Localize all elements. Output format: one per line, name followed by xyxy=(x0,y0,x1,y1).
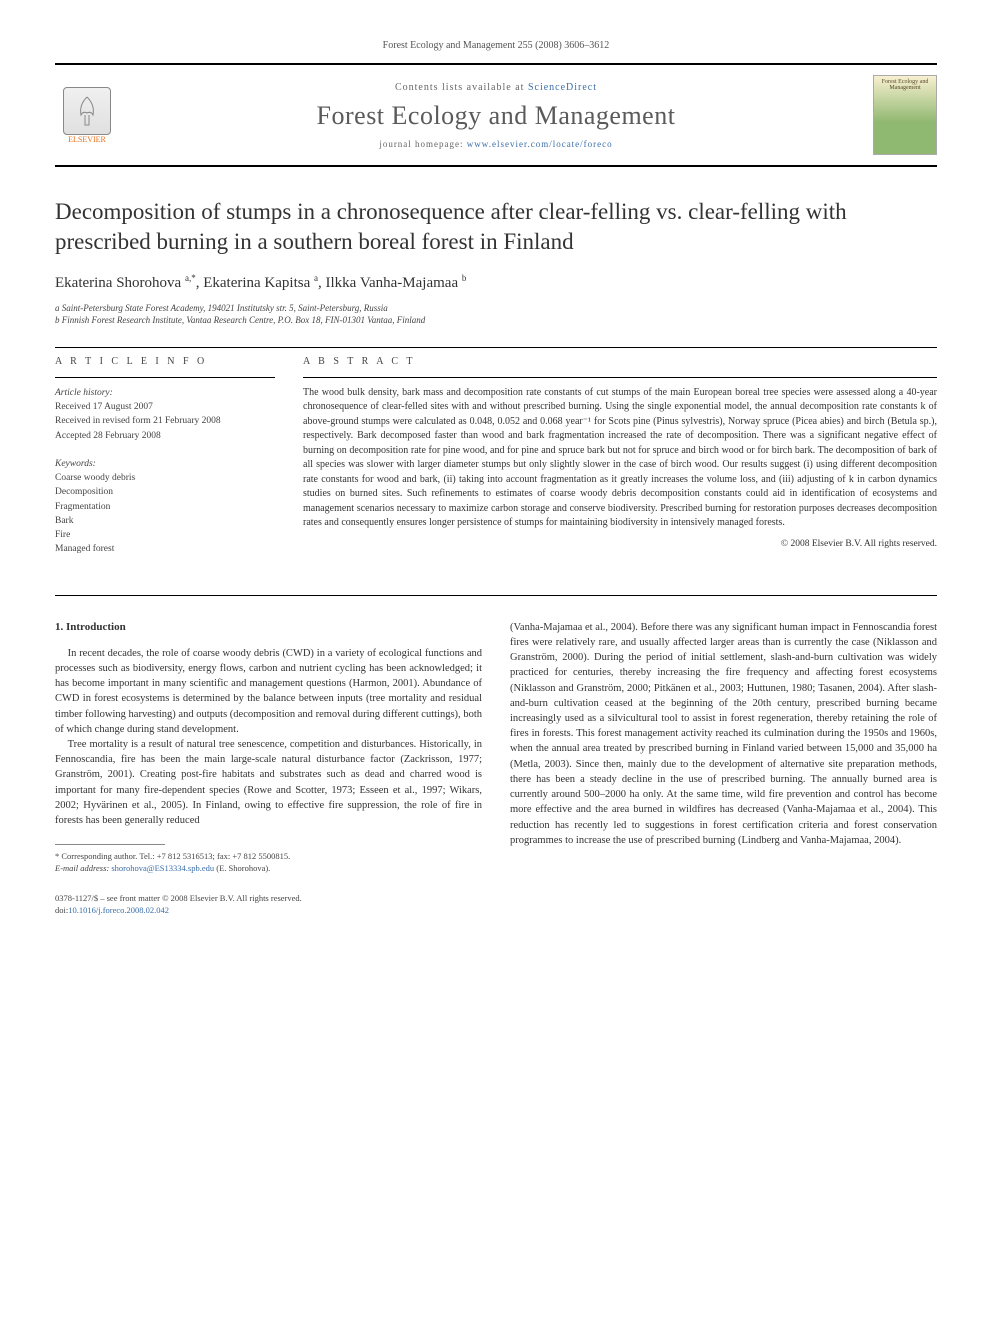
body-top-rule xyxy=(55,595,937,596)
elsevier-label: ELSEVIER xyxy=(68,135,106,144)
history-accepted: Accepted 28 February 2008 xyxy=(55,431,161,441)
info-top-rule xyxy=(55,347,937,348)
email-label: E-mail address: xyxy=(55,863,111,873)
info-abstract-row: A R T I C L E I N F O Article history: R… xyxy=(55,356,937,571)
keywords-label: Keywords: xyxy=(55,459,96,469)
contents-prefix: Contents lists available at xyxy=(395,82,528,93)
doi-link[interactable]: 10.1016/j.foreco.2008.02.042 xyxy=(68,905,169,915)
journal-name: Forest Ecology and Management xyxy=(119,101,873,131)
section-1-heading: 1. Introduction xyxy=(55,620,482,636)
keyword-0: Coarse woody debris xyxy=(55,473,135,483)
journal-banner: ELSEVIER Contents lists available at Sci… xyxy=(55,63,937,167)
article-info-heading: A R T I C L E I N F O xyxy=(55,356,275,367)
elsevier-logo: ELSEVIER xyxy=(55,79,119,151)
history-received: Received 17 August 2007 xyxy=(55,402,153,412)
history-label: Article history: xyxy=(55,388,113,398)
banner-center: Contents lists available at ScienceDirec… xyxy=(119,82,873,149)
intro-para-3: (Vanha-Majamaa et al., 2004). Before the… xyxy=(510,620,937,848)
intro-para-2: Tree mortality is a result of natural tr… xyxy=(55,737,482,828)
keyword-3: Bark xyxy=(55,516,73,526)
email-suffix: (E. Shorohova). xyxy=(214,863,270,873)
keywords-block: Keywords: Coarse woody debris Decomposit… xyxy=(55,457,275,557)
affiliation-b: b Finnish Forest Research Institute, Van… xyxy=(55,314,937,327)
doi-label: doi: xyxy=(55,905,68,915)
contents-line: Contents lists available at ScienceDirec… xyxy=(119,82,873,93)
running-head: Forest Ecology and Management 255 (2008)… xyxy=(55,40,937,51)
footnote-separator xyxy=(55,844,165,845)
authors: Ekaterina Shorohova a,*, Ekaterina Kapit… xyxy=(55,273,937,292)
abstract-heading: A B S T R A C T xyxy=(303,356,937,367)
article-title: Decomposition of stumps in a chronoseque… xyxy=(55,197,937,257)
history-revised: Received in revised form 21 February 200… xyxy=(55,416,221,426)
keyword-4: Fire xyxy=(55,530,70,540)
keyword-1: Decomposition xyxy=(55,487,113,497)
homepage-url[interactable]: www.elsevier.com/locate/foreco xyxy=(467,139,613,149)
intro-para-1: In recent decades, the role of coarse wo… xyxy=(55,646,482,737)
abstract-col: A B S T R A C T The wood bulk density, b… xyxy=(303,356,937,571)
affiliations: a Saint-Petersburg State Forest Academy,… xyxy=(55,302,937,327)
article-history: Article history: Received 17 August 2007… xyxy=(55,386,275,443)
abstract-rule xyxy=(303,377,937,378)
homepage-prefix: journal homepage: xyxy=(379,139,466,149)
journal-cover-thumb: Forest Ecology and Management xyxy=(873,75,937,155)
elsevier-tree-icon xyxy=(63,87,111,135)
footer-meta: 0378-1127/$ – see front matter © 2008 El… xyxy=(55,893,482,917)
abstract-copyright: © 2008 Elsevier B.V. All rights reserved… xyxy=(303,539,937,549)
article-info-col: A R T I C L E I N F O Article history: R… xyxy=(55,356,275,571)
corresponding-footnote: * Corresponding author. Tel.: +7 812 531… xyxy=(55,851,482,875)
corresponding-text: * Corresponding author. Tel.: +7 812 531… xyxy=(55,851,290,861)
corresponding-email[interactable]: shorohova@ES13334.spb.edu xyxy=(111,863,214,873)
info-rule-1 xyxy=(55,377,275,378)
affiliation-a: a Saint-Petersburg State Forest Academy,… xyxy=(55,302,937,315)
front-matter-line: 0378-1127/$ – see front matter © 2008 El… xyxy=(55,893,302,903)
body-text: 1. Introduction In recent decades, the r… xyxy=(55,620,937,917)
sciencedirect-link[interactable]: ScienceDirect xyxy=(528,82,597,93)
keyword-2: Fragmentation xyxy=(55,502,110,512)
abstract-text: The wood bulk density, bark mass and dec… xyxy=(303,386,937,531)
keyword-5: Managed forest xyxy=(55,544,114,554)
homepage-line: journal homepage: www.elsevier.com/locat… xyxy=(119,139,873,149)
